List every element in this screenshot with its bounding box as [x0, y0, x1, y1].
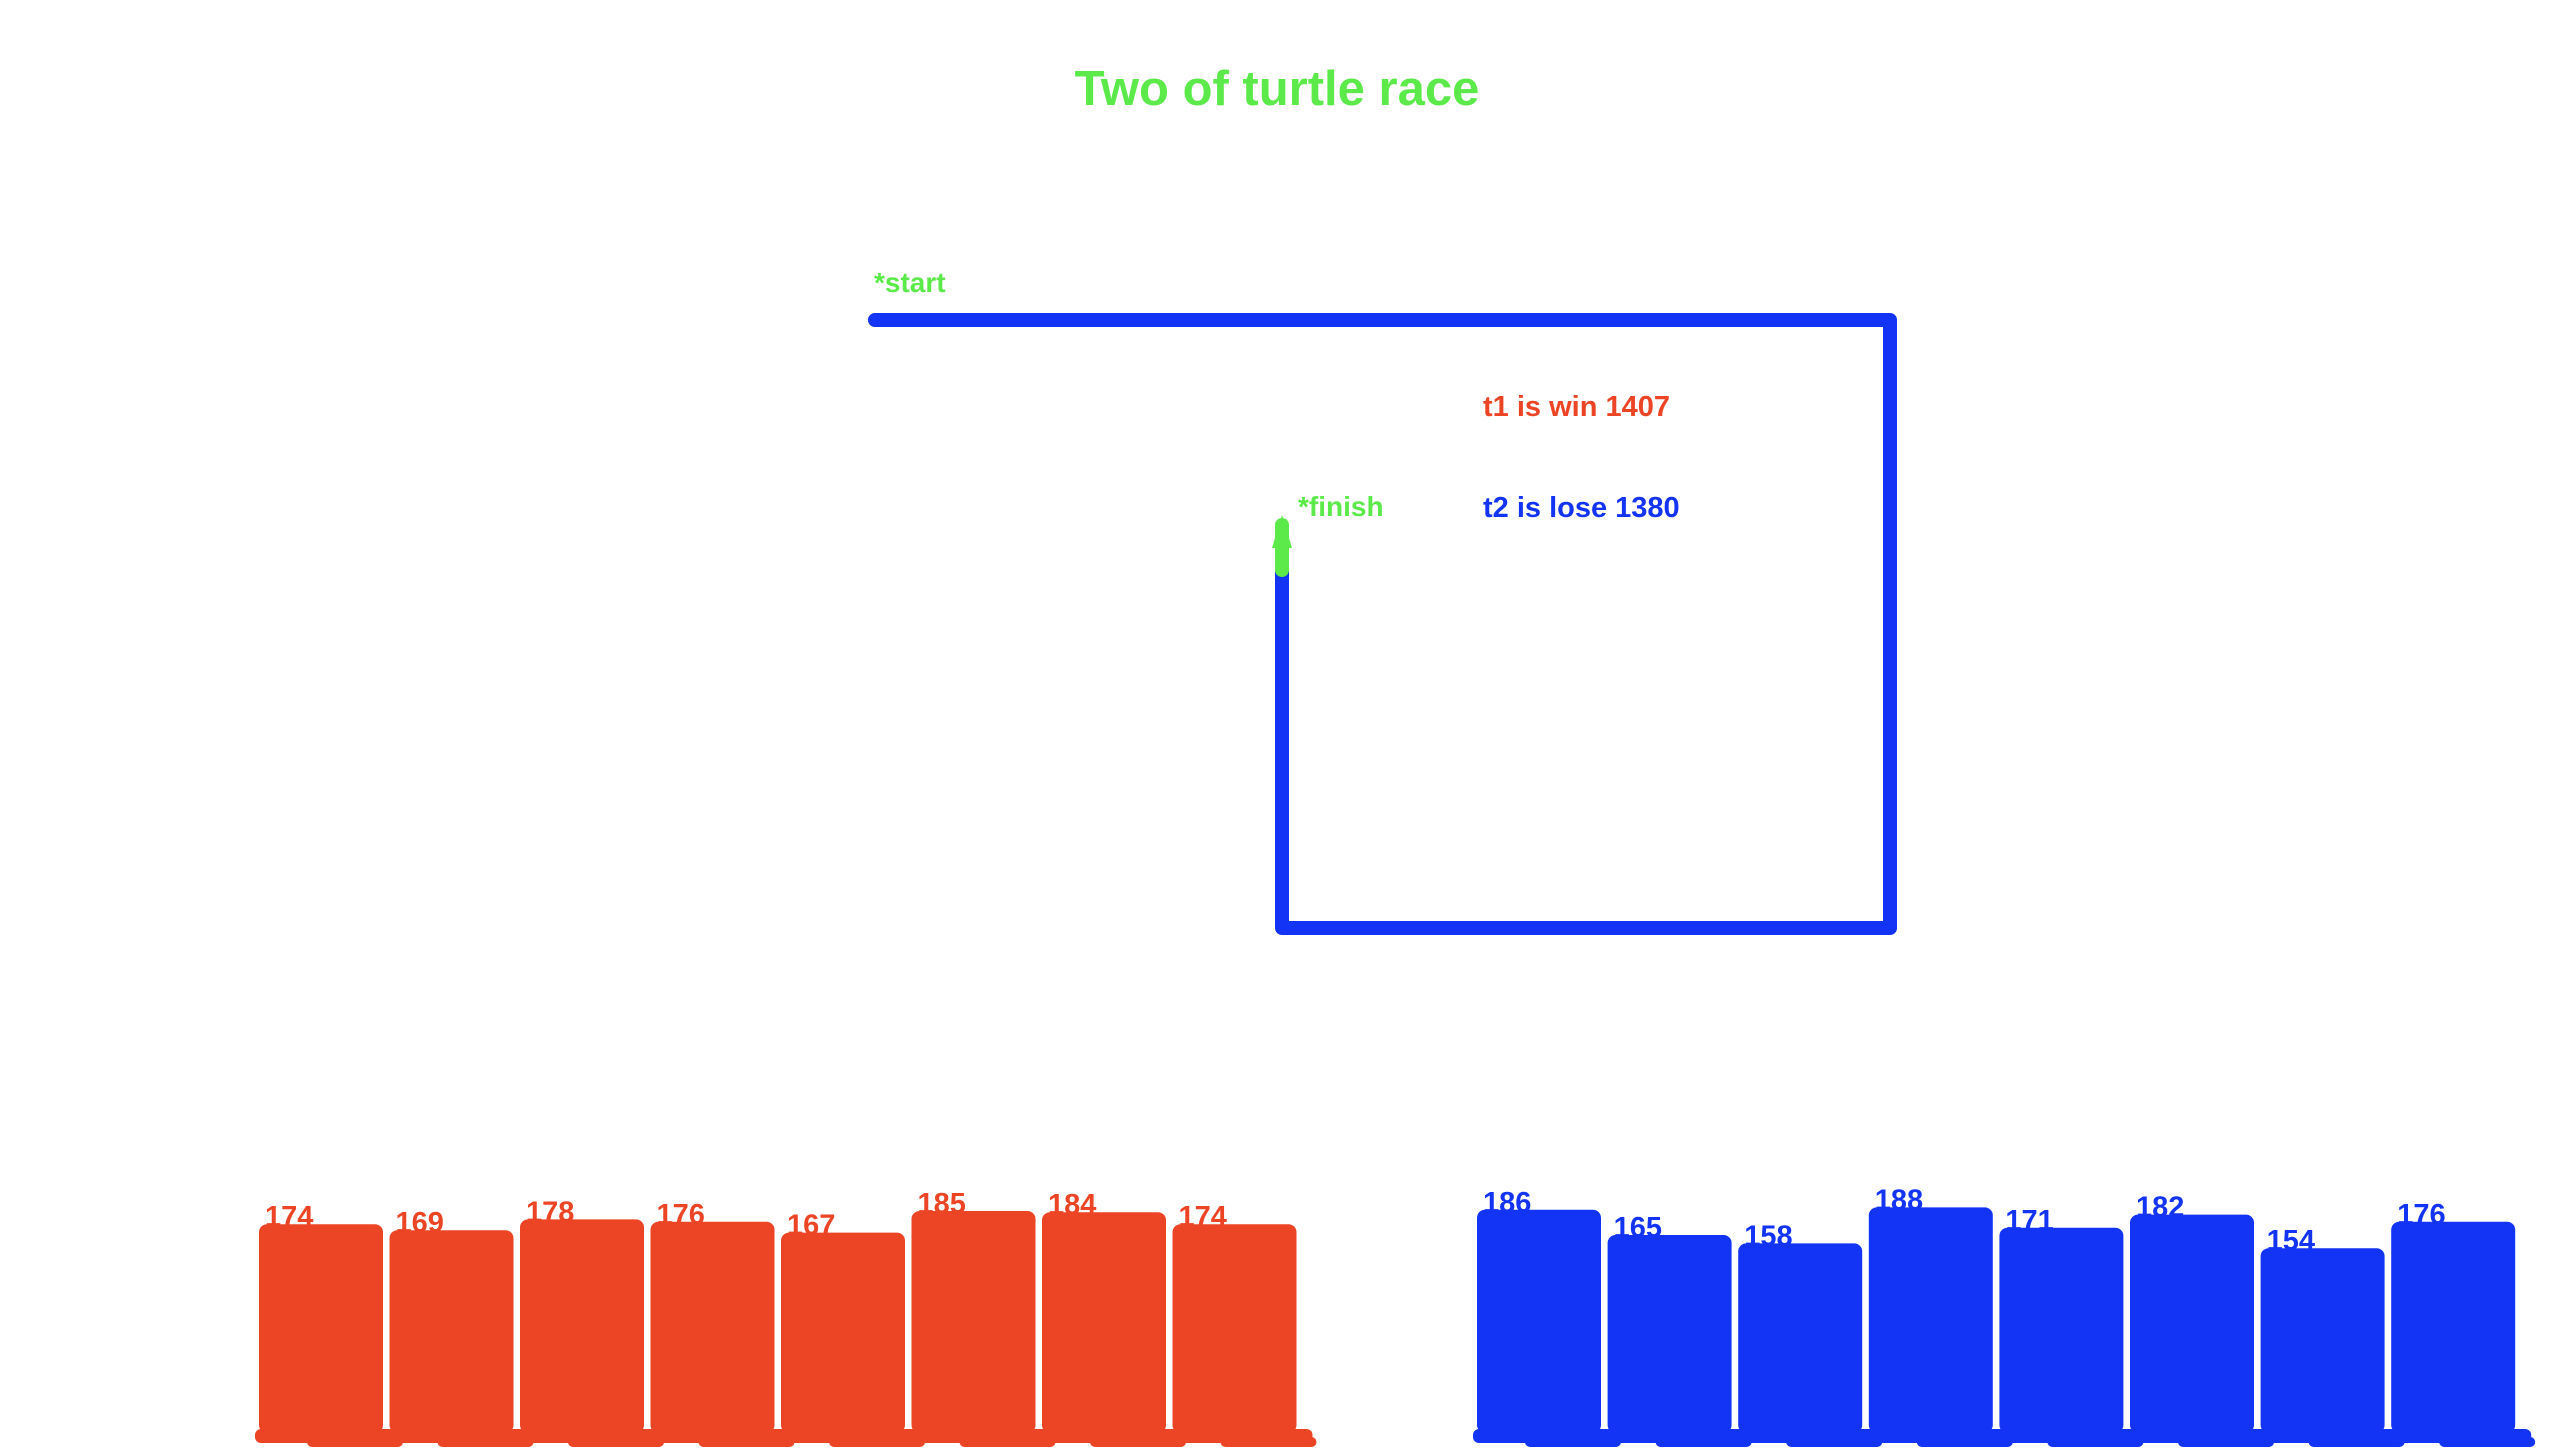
t2-bar-value-label: 171	[2005, 1205, 2053, 1237]
t1-bar-foot	[829, 1437, 925, 1447]
t1-bar	[1172, 1224, 1297, 1433]
t2-bar	[2130, 1214, 2254, 1433]
t1-bar-value-label: 167	[787, 1210, 835, 1242]
t2-bar-value-label: 186	[1483, 1187, 1531, 1219]
t2-bar	[1999, 1227, 2124, 1433]
t2-bar-foot	[2308, 1437, 2405, 1447]
start-label: *start	[874, 267, 946, 298]
t2-bar-value-label: 188	[1875, 1184, 1923, 1216]
t1-bar	[1042, 1212, 1166, 1433]
t2-bar	[2391, 1221, 2516, 1433]
t1-bar-value-label: 174	[265, 1201, 313, 1233]
t1-bar	[781, 1232, 905, 1433]
t1-result: t1 is win 1407	[1483, 391, 1670, 423]
t1-bar-foot	[568, 1437, 664, 1447]
t2-bar-value-label: 176	[2397, 1199, 2445, 1231]
t2-bar-foot	[2439, 1437, 2536, 1447]
t1-bar-foot	[307, 1437, 403, 1447]
t1-bar-value-label: 178	[526, 1196, 574, 1228]
t1-bar-chart: 174 169 178 176 167 185 184 174	[255, 1188, 1317, 1447]
t1-bar	[259, 1224, 383, 1433]
t2-bar-foot	[2047, 1437, 2144, 1447]
t1-bar-value-label: 185	[918, 1188, 966, 1220]
t1-bar-foot	[1220, 1437, 1317, 1447]
t1-bar-value-label: 176	[657, 1199, 705, 1231]
t1-bar-value-label: 184	[1048, 1189, 1096, 1221]
t1-bar-foot	[698, 1437, 795, 1447]
t1-bar-value-label: 169	[396, 1207, 444, 1239]
t2-bar-value-label: 182	[2136, 1192, 2184, 1224]
t2-bar	[1477, 1209, 1601, 1433]
t2-bar-foot	[2178, 1437, 2274, 1447]
page-title: Two of turtle race	[1075, 62, 1480, 116]
t2-bar-chart: 186 165 158 188 171 182 154 176	[1473, 1184, 2536, 1447]
t2-bar-foot	[1655, 1437, 1752, 1447]
t2-bar	[2260, 1248, 2385, 1433]
t1-bar	[911, 1211, 1036, 1433]
finish-label: *finish	[1298, 491, 1384, 522]
race-track	[868, 313, 1897, 935]
t2-bar	[1868, 1207, 1993, 1433]
t2-bar-foot	[1916, 1437, 2013, 1447]
t1-bar-value-label: 174	[1179, 1201, 1227, 1233]
t2-bar-foot	[1525, 1437, 1621, 1447]
t1-bar-foot	[437, 1437, 534, 1447]
t2-bar	[1738, 1243, 1863, 1433]
t1-bar-foot	[1090, 1437, 1186, 1447]
t1-bar-foot	[959, 1437, 1056, 1447]
t2-bar-foot	[1786, 1437, 1883, 1447]
t1-bar	[520, 1219, 644, 1433]
t1-bar	[389, 1230, 514, 1433]
t1-bar	[650, 1221, 775, 1433]
t2-bar-value-label: 158	[1744, 1220, 1792, 1252]
t2-bar	[1607, 1235, 1732, 1433]
t2-bar-value-label: 165	[1614, 1212, 1662, 1244]
turtle-arrow-icon	[1272, 515, 1292, 548]
t2-bar-value-label: 154	[2267, 1225, 2315, 1257]
t2-result: t2 is lose 1380	[1483, 492, 1680, 524]
